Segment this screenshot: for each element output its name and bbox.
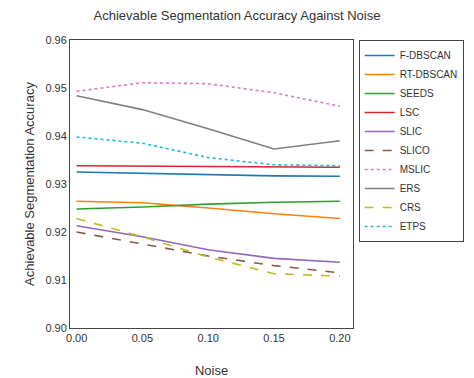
svg-text:0.00: 0.00 (66, 332, 87, 344)
svg-text:0.95: 0.95 (45, 82, 66, 94)
svg-text:MSLIC: MSLIC (400, 164, 431, 175)
svg-text:0.93: 0.93 (45, 178, 66, 190)
svg-text:Achievable Segmentation Accura: Achievable Segmentation Accuracy (22, 82, 37, 286)
svg-text:Noise: Noise (195, 363, 228, 378)
svg-text:ETPS: ETPS (400, 221, 426, 232)
svg-text:SEEDS: SEEDS (400, 88, 434, 99)
svg-text:0.20: 0.20 (329, 332, 350, 344)
svg-text:0.91: 0.91 (45, 274, 66, 286)
svg-text:0.96: 0.96 (45, 34, 66, 46)
svg-text:F-DBSCAN: F-DBSCAN (400, 50, 451, 61)
svg-text:Achievable Segmentation Accura: Achievable Segmentation Accuracy Against… (94, 8, 381, 23)
svg-text:CRS: CRS (400, 202, 421, 213)
svg-text:0.94: 0.94 (45, 130, 66, 142)
svg-text:0.15: 0.15 (263, 332, 284, 344)
svg-text:0.92: 0.92 (45, 226, 66, 238)
svg-text:0.90: 0.90 (45, 322, 66, 334)
svg-text:SLICO: SLICO (400, 145, 430, 156)
svg-text:LSC: LSC (400, 107, 419, 118)
svg-text:ERS: ERS (400, 183, 421, 194)
svg-text:RT-DBSCAN: RT-DBSCAN (400, 69, 458, 80)
svg-text:SLIC: SLIC (400, 126, 422, 137)
svg-text:0.05: 0.05 (132, 332, 153, 344)
svg-text:0.10: 0.10 (197, 332, 218, 344)
